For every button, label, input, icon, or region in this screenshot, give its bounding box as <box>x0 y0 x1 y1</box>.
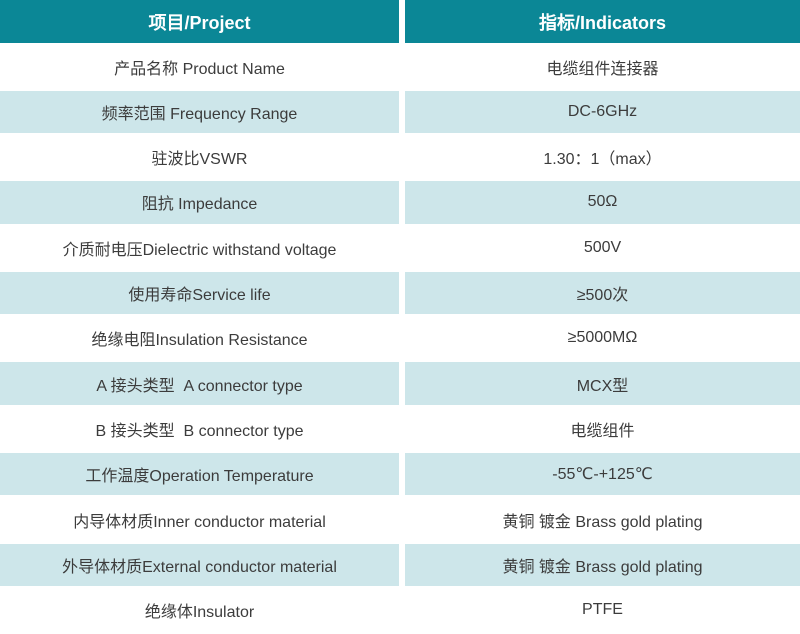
table-row: A 接头类型 A connector type MCX型 <box>0 362 800 405</box>
cell-indicator: DC-6GHz <box>405 90 800 134</box>
table-row: 绝缘体Insulator PTFE <box>0 588 800 632</box>
cell-project: 驻波比VSWR <box>0 135 399 179</box>
cell-project: 内导体材质Inner conductor material <box>0 498 399 541</box>
table-row: 绝缘电阻Insulation Resistance ≥5000MΩ <box>0 317 800 360</box>
header-cell-indicators: 指标/Indicators <box>405 0 800 43</box>
cell-indicator: 黄铜 镀金 Brass gold plating <box>405 498 800 541</box>
cell-indicator: -55℃-+125℃ <box>405 452 800 496</box>
cell-indicator: 500V <box>405 226 800 269</box>
cell-indicator: ≥5000MΩ <box>405 317 800 360</box>
table-header-row: 项目/Project 指标/Indicators <box>0 0 800 43</box>
cell-project: 频率范围 Frequency Range <box>0 90 399 134</box>
cell-project: B 接头类型 B connector type <box>0 407 399 451</box>
cell-project: 绝缘体Insulator <box>0 588 399 632</box>
table-row: 产品名称 Product Name 电缆组件连接器 <box>0 45 800 88</box>
cell-indicator: ≥500次 <box>405 271 800 315</box>
table-row: 工作温度Operation Temperature -55℃-+125℃ <box>0 452 800 496</box>
table-row: B 接头类型 B connector type 电缆组件 <box>0 407 800 451</box>
table-row: 频率范围 Frequency Range DC-6GHz <box>0 90 800 134</box>
cell-project: 工作温度Operation Temperature <box>0 452 399 496</box>
cell-indicator: 电缆组件 <box>405 407 800 451</box>
table-row: 阻抗 Impedance 50Ω <box>0 181 800 224</box>
table-row: 驻波比VSWR 1.30：1（max） <box>0 135 800 179</box>
cell-indicator: 1.30：1（max） <box>405 135 800 179</box>
cell-project: 使用寿命Service life <box>0 271 399 315</box>
cell-project: 外导体材质External conductor material <box>0 543 399 587</box>
cell-indicator: 黄铜 镀金 Brass gold plating <box>405 543 800 587</box>
cell-project: 阻抗 Impedance <box>0 181 399 224</box>
cell-project: 介质耐电压Dielectric withstand voltage <box>0 226 399 269</box>
table-row: 介质耐电压Dielectric withstand voltage 500V <box>0 226 800 269</box>
cell-indicator: MCX型 <box>405 362 800 405</box>
header-cell-project: 项目/Project <box>0 0 399 43</box>
cell-indicator: 电缆组件连接器 <box>405 45 800 88</box>
table-row: 内导体材质Inner conductor material 黄铜 镀金 Bras… <box>0 498 800 541</box>
table-row: 外导体材质External conductor material 黄铜 镀金 B… <box>0 543 800 587</box>
cell-project: 绝缘电阻Insulation Resistance <box>0 317 399 360</box>
cell-indicator: PTFE <box>405 588 800 632</box>
cell-indicator: 50Ω <box>405 181 800 224</box>
cell-project: A 接头类型 A connector type <box>0 362 399 405</box>
table-row: 使用寿命Service life ≥500次 <box>0 271 800 315</box>
cell-project: 产品名称 Product Name <box>0 45 399 88</box>
